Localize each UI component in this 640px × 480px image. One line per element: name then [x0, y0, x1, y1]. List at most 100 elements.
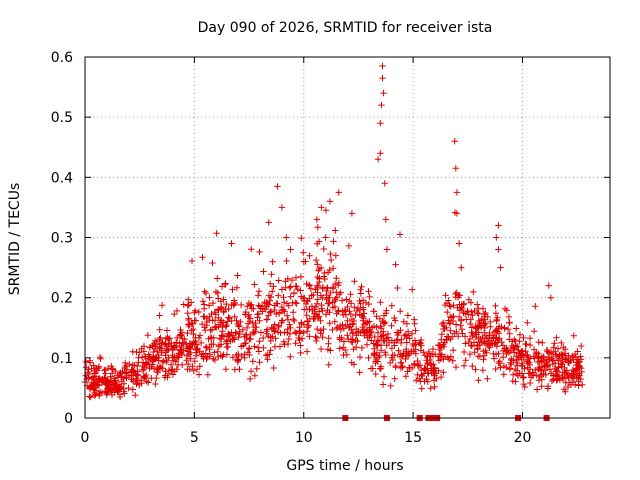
data-point	[325, 300, 332, 307]
data-point	[453, 210, 461, 217]
data-point	[413, 377, 420, 384]
data-point	[558, 361, 566, 368]
data-point	[494, 314, 501, 321]
data-point	[382, 351, 389, 359]
data-point	[344, 335, 352, 343]
data-point	[166, 335, 173, 342]
data-point	[263, 327, 270, 335]
data-point	[177, 347, 184, 354]
data-point	[532, 303, 539, 310]
data-point	[237, 318, 244, 326]
data-point	[86, 359, 94, 366]
data-point	[467, 320, 474, 328]
data-point	[319, 284, 327, 291]
data-point	[351, 278, 358, 285]
data-point	[519, 374, 527, 382]
data-point	[226, 315, 233, 322]
data-point	[203, 318, 211, 326]
data-point	[441, 301, 449, 309]
data-point	[266, 280, 274, 287]
data-point	[265, 332, 272, 340]
data-point	[492, 334, 499, 341]
data-point	[311, 310, 318, 317]
data-point	[370, 323, 378, 330]
data-point	[158, 302, 166, 309]
data-point	[524, 364, 531, 371]
data-point	[272, 335, 279, 342]
data-point	[484, 313, 491, 321]
data-point	[509, 371, 517, 378]
data-point	[504, 326, 512, 333]
data-point	[271, 325, 278, 332]
data-point	[392, 362, 399, 370]
data-point	[146, 353, 154, 360]
data-point	[453, 328, 460, 335]
data-point	[315, 308, 323, 315]
data-point	[443, 324, 450, 331]
data-point	[372, 370, 379, 378]
data-point	[256, 317, 263, 324]
data-point	[374, 156, 382, 163]
data-point	[91, 392, 98, 399]
data-point	[331, 303, 339, 311]
data-point	[351, 304, 358, 311]
data-point	[450, 312, 457, 320]
data-point	[313, 334, 320, 342]
data-point	[358, 344, 366, 352]
data-point	[305, 322, 312, 329]
data-point	[191, 307, 199, 314]
data-point	[297, 287, 304, 294]
data-point	[526, 355, 534, 362]
data-point	[377, 299, 384, 306]
data-point	[108, 365, 116, 372]
data-point	[177, 331, 184, 338]
data-point	[233, 351, 240, 359]
data-point	[115, 387, 122, 394]
data-point	[432, 370, 440, 377]
data-point	[350, 345, 357, 353]
data-point	[505, 349, 513, 356]
data-point	[506, 319, 513, 326]
data-point	[175, 350, 182, 357]
data-point	[297, 342, 304, 349]
data-point	[228, 301, 235, 309]
data-point	[365, 288, 372, 295]
data-point	[321, 275, 328, 283]
data-point	[569, 352, 576, 360]
data-point	[409, 286, 416, 293]
data-point	[288, 276, 296, 284]
data-point	[152, 355, 159, 362]
data-point	[353, 307, 361, 315]
data-point	[317, 317, 324, 324]
data-point	[238, 352, 245, 360]
y-axis-label: SRMTID / TECUs	[7, 183, 23, 296]
data-point	[207, 327, 214, 334]
data-point	[247, 368, 255, 375]
data-point	[179, 361, 186, 369]
data-point	[224, 337, 231, 344]
data-point	[282, 284, 289, 291]
data-point	[471, 349, 478, 356]
data-point	[114, 388, 121, 395]
data-point	[557, 360, 565, 367]
data-point	[101, 367, 108, 374]
data-point	[366, 293, 373, 301]
data-point	[280, 299, 288, 306]
data-point	[185, 301, 192, 309]
data-point	[400, 350, 407, 357]
data-point	[283, 257, 290, 265]
data-point	[154, 347, 161, 355]
data-point	[526, 335, 534, 342]
data-point	[184, 360, 192, 368]
data-point	[290, 309, 297, 316]
data-point	[517, 351, 525, 359]
data-point	[266, 309, 274, 316]
data-point	[281, 341, 288, 348]
y-tick-label: 0.3	[51, 231, 73, 247]
data-point	[105, 384, 112, 391]
data-point	[338, 334, 345, 341]
data-point	[83, 375, 90, 383]
data-point	[550, 344, 557, 351]
data-point	[412, 350, 419, 357]
data-point	[155, 365, 163, 372]
